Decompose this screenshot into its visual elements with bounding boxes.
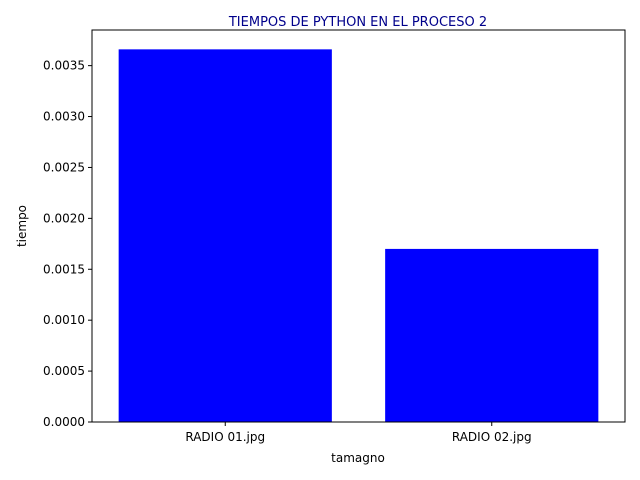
chart-title: TIEMPOS DE PYTHON EN EL PROCESO 2 bbox=[228, 15, 487, 30]
x-axis-ticks: RADIO 01.jpg RADIO 02.jpg bbox=[185, 422, 532, 444]
x-tick-label: RADIO 02.jpg bbox=[452, 430, 532, 444]
y-tick-label: 0.0015 bbox=[43, 262, 85, 276]
bar-2 bbox=[385, 248, 599, 422]
x-tick-label: RADIO 01.jpg bbox=[185, 430, 265, 444]
y-tick-label: 0.0030 bbox=[43, 110, 85, 124]
y-tick-label: 0.0010 bbox=[43, 313, 85, 327]
plot-frame bbox=[91, 29, 626, 423]
y-axis-label: tiempo bbox=[15, 205, 29, 247]
bars-group bbox=[118, 49, 599, 422]
y-axis-ticks: 0.0000 0.0005 0.0010 0.0015 0.0020 0.0025 0.00… bbox=[43, 59, 92, 429]
y-tick-label: 0.0035 bbox=[43, 59, 85, 73]
y-tick-label: 0.0000 bbox=[43, 415, 85, 429]
y-tick-label: 0.0005 bbox=[43, 364, 85, 378]
bar-1 bbox=[118, 49, 332, 422]
y-tick-label: 0.0025 bbox=[43, 160, 85, 174]
y-tick-label: 0.0020 bbox=[43, 211, 85, 225]
x-axis-label: tamagno bbox=[331, 451, 385, 465]
